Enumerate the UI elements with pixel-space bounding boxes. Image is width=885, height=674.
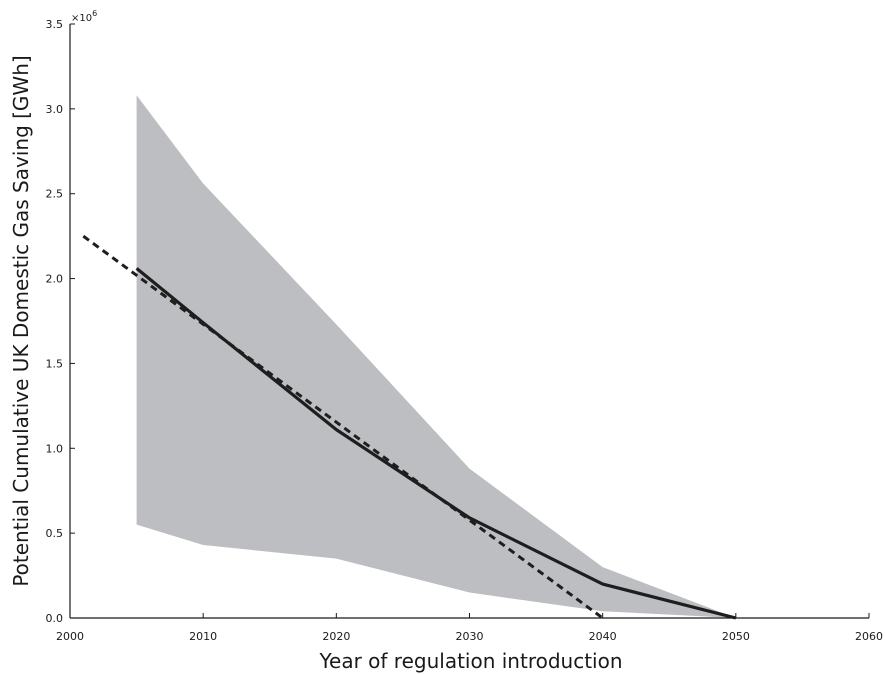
y-multiplier-exponent: 6 <box>92 9 97 18</box>
x-tick-label: 2060 <box>855 630 883 643</box>
y-multiplier-base: ×10 <box>71 13 92 24</box>
y-tick-label: 0.0 <box>46 612 64 625</box>
series-layer <box>82 234 737 620</box>
y-tick-label: 0.5 <box>46 527 64 540</box>
x-tick-label: 2000 <box>56 630 84 643</box>
x-axis-title: Year of regulation introduction <box>318 649 622 673</box>
y-tick-label: 2.0 <box>46 273 64 286</box>
x-tick-label: 2020 <box>322 630 350 643</box>
y-axis-title: Potential Cumulative UK Domestic Gas Sav… <box>9 55 33 586</box>
uncertainty-band <box>136 95 736 618</box>
y-tick-label: 1.5 <box>46 357 64 370</box>
series-line-solid <box>135 267 737 620</box>
y-tick-label: 2.5 <box>46 188 64 201</box>
y-tick-label: 1.0 <box>46 442 64 455</box>
uncertainty-band-layer <box>136 95 736 618</box>
y-tick-label: 3.5 <box>46 18 64 31</box>
x-tick-label: 2050 <box>722 630 750 643</box>
y-multiplier-label: ×106 <box>71 9 97 24</box>
x-tick-label: 2030 <box>456 630 484 643</box>
x-tick-label: 2040 <box>589 630 617 643</box>
x-tick-label: 2010 <box>189 630 217 643</box>
y-tick-label: 3.0 <box>46 103 64 116</box>
ticks: 2000 2010 2020 2030 2040 2050 2060 0.0 0.5 1.0 1.5… <box>46 18 884 643</box>
